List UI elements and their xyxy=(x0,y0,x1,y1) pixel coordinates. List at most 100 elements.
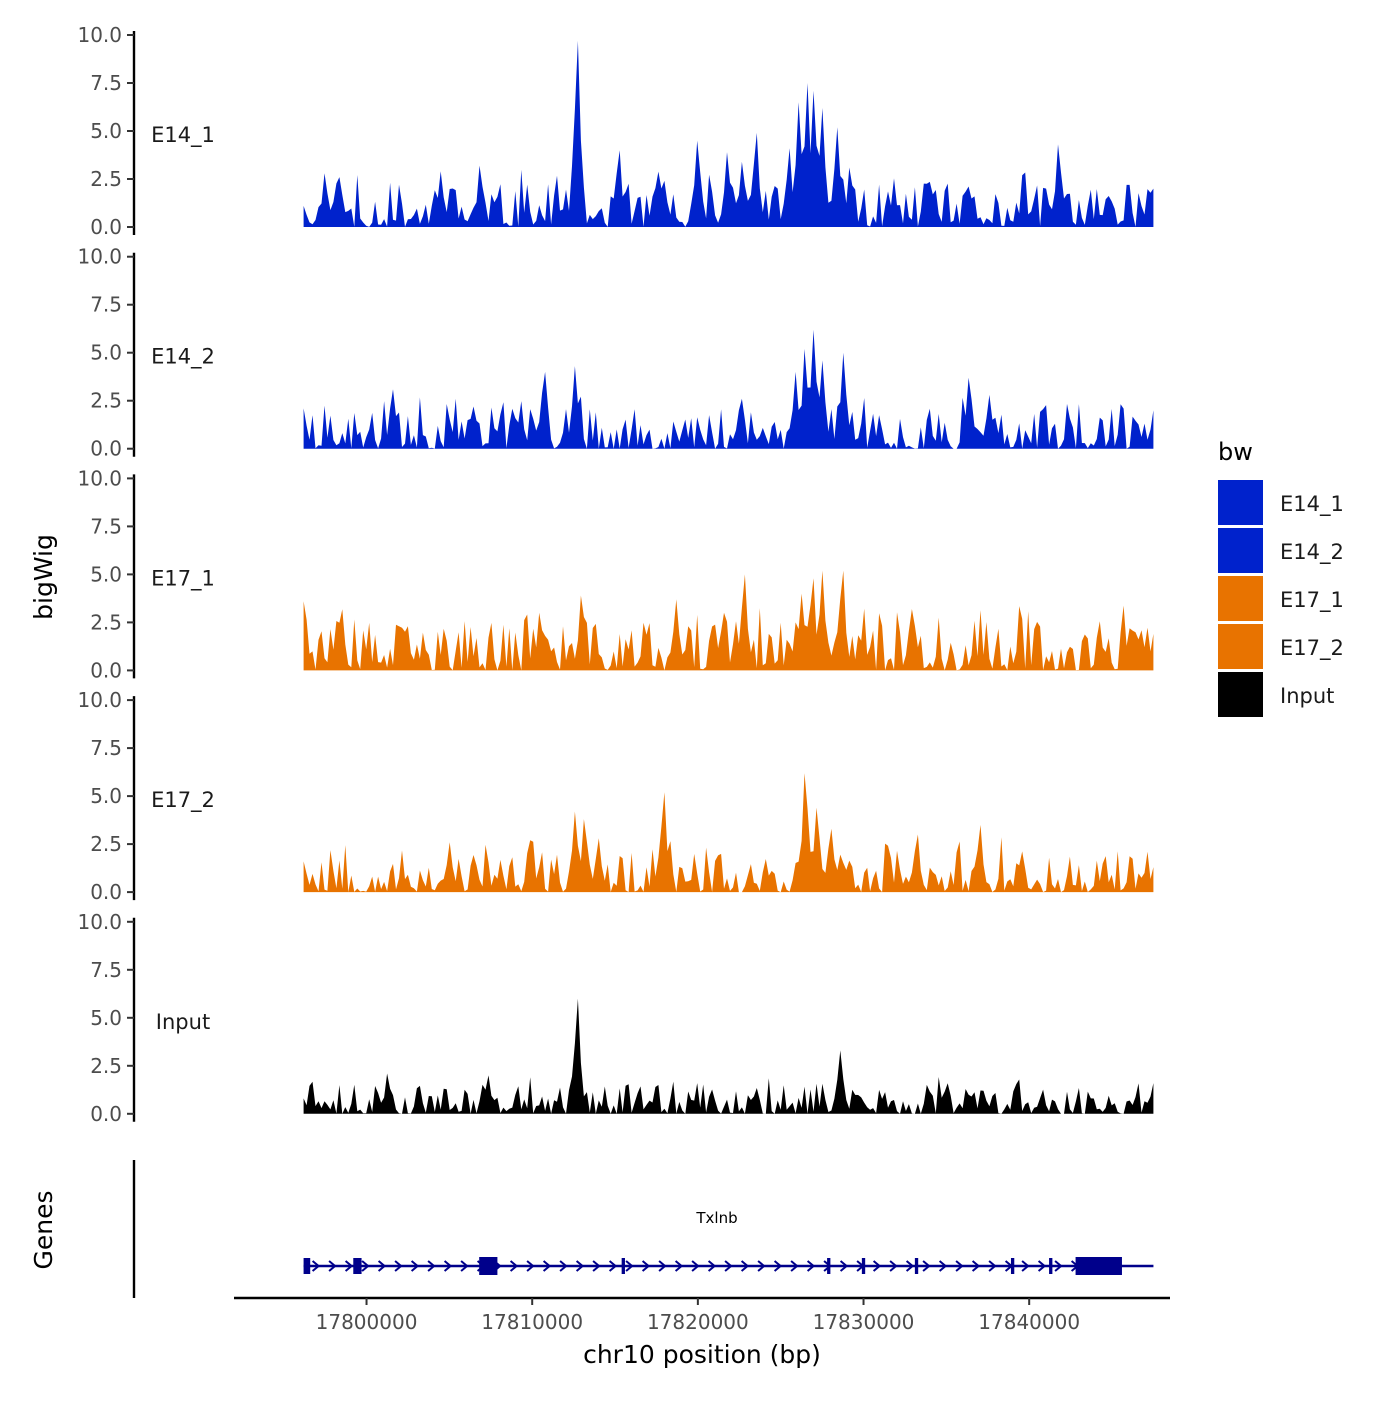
strip-label-E17_1: E17_1 xyxy=(151,566,215,591)
strand-arrow xyxy=(1021,1260,1030,1272)
gene-name-label: Txlnb xyxy=(695,1209,737,1227)
legend-key-E17_2 xyxy=(1218,624,1263,669)
strand-arrow xyxy=(724,1260,733,1272)
legend-label-E17_2: E17_2 xyxy=(1280,636,1344,661)
y-axis-title: bigWig xyxy=(29,534,58,620)
panel-E17_2: 0.0 2.5 5.0 7.5 10.0 E17_2 xyxy=(77,688,1154,904)
strand-arrow xyxy=(608,1260,618,1272)
panel-Input: 0.0 2.5 5.0 7.5 10.0 Input xyxy=(77,910,1154,1126)
coverage-area-Input xyxy=(303,998,1154,1114)
legend-key-Input xyxy=(1218,672,1263,717)
strand-arrow xyxy=(526,1260,535,1272)
strand-arrow xyxy=(889,1260,898,1272)
x-axis-title: chr10 position (bp) xyxy=(583,1340,821,1369)
x-tick-label: 17830000 xyxy=(813,1310,915,1334)
strand-arrow xyxy=(806,1260,816,1272)
legend-label-E14_2: E14_2 xyxy=(1280,540,1344,565)
y-tick-label: 10.0 xyxy=(77,688,122,712)
strand-arrow xyxy=(641,1260,651,1272)
strand-arrow xyxy=(542,1260,552,1272)
strand-arrow xyxy=(922,1260,931,1272)
strand-arrow xyxy=(1054,1260,1063,1272)
y-tick-label: 0.0 xyxy=(90,215,122,239)
strand-arrow xyxy=(988,1260,997,1272)
y-tick-label: 5.0 xyxy=(90,119,122,143)
strand-arrow xyxy=(443,1260,453,1272)
legend-label-E14_1: E14_1 xyxy=(1280,492,1344,517)
y-tick-label: 2.5 xyxy=(90,832,122,856)
panel-E17_1: 0.0 2.5 5.0 7.5 10.0 E17_1 xyxy=(77,466,1154,682)
gene-exon xyxy=(479,1257,498,1275)
strand-arrow xyxy=(691,1260,700,1272)
y-tick-label: 5.0 xyxy=(90,341,122,365)
gene-exon xyxy=(303,1258,311,1274)
strand-arrow xyxy=(328,1260,337,1272)
strand-arrow xyxy=(575,1260,585,1272)
strand-arrow xyxy=(790,1260,799,1272)
genes-track-title: Genes xyxy=(29,1190,58,1269)
strand-arrow xyxy=(361,1260,370,1272)
strand-arrow xyxy=(394,1260,403,1272)
strand-arrow xyxy=(427,1260,436,1272)
x-axis: 17800000 17810000 17820000 17830000 17840000 xyxy=(234,1296,1170,1334)
strand-arrow xyxy=(625,1260,634,1272)
x-tick-label: 17800000 xyxy=(316,1310,418,1334)
coverage-area-E17_1 xyxy=(303,570,1154,671)
y-tick-label: 2.5 xyxy=(90,167,122,191)
strip-label-Input: Input xyxy=(156,1010,210,1034)
strip-label-E17_2: E17_2 xyxy=(151,788,215,813)
x-tick-label: 17840000 xyxy=(978,1310,1080,1334)
strand-arrow xyxy=(905,1260,915,1272)
y-tick-label: 7.5 xyxy=(90,736,122,760)
strand-arrow xyxy=(674,1260,684,1272)
gene-exon xyxy=(1010,1258,1015,1274)
y-tick-label: 7.5 xyxy=(90,71,122,95)
y-tick-label: 0.0 xyxy=(90,1102,122,1126)
strand-arrow xyxy=(658,1260,667,1272)
strand-arrow xyxy=(938,1260,948,1272)
legend-label-E17_1: E17_1 xyxy=(1280,588,1344,613)
signal-panels: 0.0 2.5 5.0 7.5 10.0 E14_1 0.0 2.5 5.0 7.5 10.0 E14… xyxy=(77,23,1154,1126)
strip-label-E14_1: E14_1 xyxy=(151,123,215,148)
y-tick-label: 10.0 xyxy=(77,466,122,490)
y-tick-label: 7.5 xyxy=(90,514,122,538)
legend-label-Input: Input xyxy=(1280,684,1334,708)
strand-arrow xyxy=(377,1260,387,1272)
coverage-area-E14_1 xyxy=(303,40,1154,227)
strand-arrow xyxy=(773,1260,783,1272)
strand-arrow xyxy=(592,1260,601,1272)
y-tick-label: 0.0 xyxy=(90,880,122,904)
gene-exon xyxy=(353,1258,362,1274)
y-tick-label: 10.0 xyxy=(77,910,122,934)
y-tick-label: 2.5 xyxy=(90,1054,122,1078)
strand-arrow xyxy=(872,1260,882,1272)
x-tick-label: 17820000 xyxy=(647,1310,749,1334)
strand-arrow xyxy=(757,1260,766,1272)
gene-exon xyxy=(1049,1258,1053,1274)
gene-exon xyxy=(914,1258,919,1274)
strand-arrow xyxy=(311,1260,321,1272)
strand-arrow xyxy=(509,1260,519,1272)
strand-arrow xyxy=(344,1260,354,1272)
gene-exon xyxy=(1075,1257,1122,1275)
y-tick-label: 0.0 xyxy=(90,658,122,682)
strand-arrow xyxy=(955,1260,964,1272)
strand-arrow xyxy=(559,1260,568,1272)
y-tick-label: 10.0 xyxy=(77,23,122,47)
legend-key-E17_1 xyxy=(1218,576,1263,621)
gene-exon xyxy=(827,1258,831,1274)
y-tick-label: 7.5 xyxy=(90,958,122,982)
legend-key-E14_1 xyxy=(1218,480,1263,525)
strand-arrow xyxy=(740,1260,750,1272)
gene-track: Txlnb xyxy=(132,1160,1154,1298)
y-tick-label: 2.5 xyxy=(90,610,122,634)
y-tick-label: 0.0 xyxy=(90,437,122,461)
strand-arrow xyxy=(971,1260,981,1272)
gene-exon xyxy=(621,1258,625,1274)
y-tick-label: 5.0 xyxy=(90,562,122,586)
y-tick-label: 2.5 xyxy=(90,389,122,413)
legend: bw E14_1 E14_2 E17_1 E17_2 Input xyxy=(1218,438,1344,717)
y-tick-label: 10.0 xyxy=(77,245,122,269)
y-tick-label: 5.0 xyxy=(90,1006,122,1030)
